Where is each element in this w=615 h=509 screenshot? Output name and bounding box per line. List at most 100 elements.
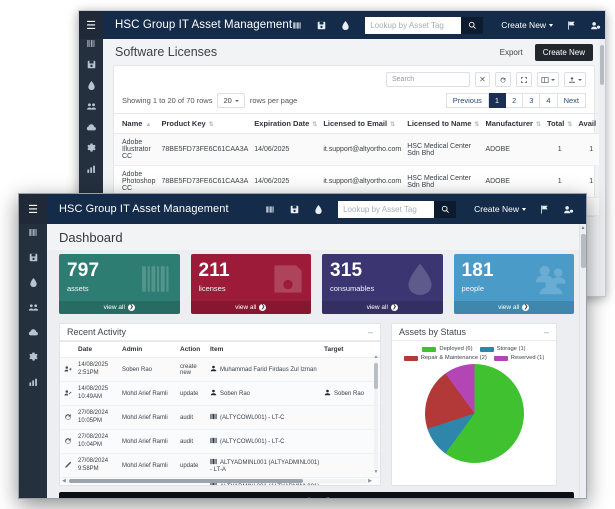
list-item[interactable]: 14/08/2025 10:49AM Mohd Arief Ramli updat… bbox=[60, 381, 380, 406]
navbar-icon-group bbox=[265, 204, 324, 215]
view-all-link[interactable]: view all ❯ bbox=[59, 301, 180, 314]
sidebar-item-import[interactable] bbox=[84, 120, 98, 134]
assets-nav-icon[interactable] bbox=[292, 20, 303, 31]
rows-per-page-select[interactable]: 20 bbox=[217, 93, 245, 108]
list-item[interactable]: 27/08/2024 10:04PM Mohd Arief Ramli audit… bbox=[60, 429, 380, 454]
activity-horizontal-scrollbar[interactable]: ◀ ▶ bbox=[62, 478, 372, 484]
audit-icon bbox=[60, 429, 76, 454]
pagination-previous[interactable]: Previous bbox=[445, 93, 489, 108]
sidebar-item-reports[interactable] bbox=[26, 375, 40, 389]
activity-vertical-scrollbar[interactable]: ▲ ▼ bbox=[373, 355, 379, 475]
search-submit-button[interactable] bbox=[461, 16, 484, 34]
consumables-nav-icon[interactable] bbox=[313, 204, 324, 215]
minimize-icon[interactable]: – bbox=[543, 326, 549, 337]
scroll-up-icon[interactable]: ▲ bbox=[373, 354, 379, 360]
scrollbar-thumb[interactable] bbox=[600, 45, 604, 85]
assets-by-status-pie-chart[interactable] bbox=[424, 364, 524, 463]
search-input[interactable] bbox=[365, 16, 462, 34]
menu-toggle-button[interactable]: ☰ bbox=[19, 194, 47, 224]
sidebar-item-settings[interactable] bbox=[26, 350, 40, 364]
sidebar-item-assets[interactable] bbox=[26, 225, 40, 239]
view-all-link[interactable]: view all ❯ bbox=[322, 301, 443, 314]
table-row[interactable]: Adobe Illustrator CC 78BE5FD73FE6C61CAA3… bbox=[114, 133, 605, 166]
table-header-row: Name ▲ Product Key ⇅ Expiration Date ⇅ Lice… bbox=[114, 113, 605, 134]
sidebar-item-reports[interactable] bbox=[84, 162, 98, 176]
flag-icon[interactable] bbox=[539, 204, 550, 215]
scrollbar-track[interactable] bbox=[374, 361, 378, 469]
columns-button[interactable] bbox=[537, 72, 559, 87]
list-item[interactable]: 27/08/2024 9:58PM Mohd Arief Ramli update… bbox=[60, 453, 380, 478]
scroll-down-icon[interactable]: ▼ bbox=[373, 469, 379, 475]
back-window-scrollbar[interactable] bbox=[599, 39, 605, 296]
export-menu-button[interactable] bbox=[564, 72, 586, 87]
col-name[interactable]: Name ▲ bbox=[114, 113, 159, 134]
pagination-page-2[interactable]: 2 bbox=[506, 93, 524, 108]
consumables-nav-icon[interactable] bbox=[340, 20, 351, 31]
legend-item-deployed[interactable]: Deployed (6) bbox=[422, 346, 473, 352]
dashboard-window-scrollbar[interactable]: ▲ bbox=[579, 224, 586, 498]
stat-card-consumables[interactable]: 315 consumables view all ❯ bbox=[322, 254, 443, 314]
sidebar-item-licenses[interactable] bbox=[26, 250, 40, 264]
front-sidebar-rail[interactable] bbox=[19, 194, 47, 498]
search-submit-button[interactable] bbox=[434, 200, 457, 218]
licenses-nav-icon[interactable] bbox=[316, 20, 327, 31]
user-settings-icon[interactable] bbox=[563, 204, 574, 215]
sidebar-item-assets[interactable] bbox=[84, 36, 98, 50]
list-item[interactable]: 14/08/2025 2:51PM Soben Rao create new Mu… bbox=[60, 357, 380, 382]
refresh-button[interactable] bbox=[495, 72, 511, 87]
legend-item-reserved[interactable]: Reserved (1) bbox=[493, 355, 544, 361]
sidebar-item-settings[interactable] bbox=[84, 141, 98, 155]
sidebar-item-people[interactable] bbox=[26, 300, 40, 314]
sidebar-item-people[interactable] bbox=[84, 99, 98, 113]
scroll-left-icon[interactable]: ◀ bbox=[62, 477, 66, 484]
table-search-input[interactable]: Search bbox=[386, 72, 470, 87]
stat-card-licenses[interactable]: 211 licenses view all ❯ bbox=[190, 254, 311, 314]
asset-tag-search[interactable] bbox=[365, 16, 484, 34]
scrollbar-track[interactable] bbox=[66, 479, 368, 483]
licenses-nav-icon[interactable] bbox=[289, 204, 300, 215]
list-item[interactable]: 27/08/2024 10:05PM Mohd Arief Ramli audit… bbox=[60, 405, 380, 430]
create-new-menu[interactable]: Create New bbox=[474, 204, 526, 214]
create-new-button[interactable]: Create New bbox=[534, 43, 593, 61]
pagination-page-3[interactable]: 3 bbox=[523, 93, 541, 108]
flag-icon[interactable] bbox=[566, 20, 577, 31]
col-total[interactable]: Total ⇅ bbox=[544, 113, 576, 134]
pagination-page-1[interactable]: 1 bbox=[488, 93, 507, 108]
col-manufacturer[interactable]: Manufacturer ⇅ bbox=[482, 113, 544, 134]
scrollbar-thumb[interactable] bbox=[581, 234, 586, 268]
sidebar-item-import[interactable] bbox=[26, 325, 40, 339]
scroll-right-icon[interactable]: ▶ bbox=[368, 477, 372, 484]
save-disk-icon bbox=[271, 262, 305, 301]
fullscreen-button[interactable] bbox=[516, 72, 532, 87]
scrollbar-thumb[interactable] bbox=[68, 479, 304, 483]
clear-search-button[interactable]: ✕ bbox=[475, 72, 490, 87]
export-button[interactable]: Export bbox=[491, 43, 531, 61]
create-new-menu[interactable]: Create New bbox=[501, 20, 554, 30]
legend-item-storage[interactable]: Storage (1) bbox=[479, 346, 526, 352]
col-licensed-to-email[interactable]: Licensed to Email ⇅ bbox=[320, 113, 405, 134]
asset-tag-search[interactable] bbox=[338, 200, 457, 218]
sidebar-item-consumables[interactable] bbox=[26, 275, 40, 289]
legend-item-repair-maintenance[interactable]: Repair & Maintenance (2) bbox=[403, 355, 487, 361]
search-input[interactable] bbox=[338, 200, 435, 218]
view-all-link[interactable]: view all ❯ bbox=[190, 301, 311, 314]
pagination[interactable]: Previous 1 2 3 4 Next bbox=[445, 93, 586, 108]
assets-nav-icon[interactable] bbox=[265, 204, 276, 215]
stat-card-people[interactable]: 181 people view all ❯ bbox=[453, 254, 574, 314]
sidebar-item-consumables[interactable] bbox=[84, 78, 98, 92]
view-all-button[interactable]: View All bbox=[59, 492, 574, 498]
pagination-page-4[interactable]: 4 bbox=[540, 93, 558, 108]
scrollbar-thumb[interactable] bbox=[374, 363, 378, 389]
dashboard-window[interactable]: ☰ HSC Group IT Asset Management bbox=[18, 193, 587, 499]
menu-toggle-button[interactable]: ☰ bbox=[79, 11, 103, 39]
col-product-key[interactable]: Product Key ⇅ bbox=[158, 113, 252, 134]
minimize-icon[interactable]: – bbox=[367, 326, 373, 337]
user-settings-icon[interactable] bbox=[590, 20, 601, 31]
pagination-next[interactable]: Next bbox=[557, 93, 586, 108]
sidebar-item-licenses[interactable] bbox=[84, 57, 98, 71]
stat-card-assets[interactable]: 797 assets view all ❯ bbox=[59, 254, 180, 314]
view-all-link[interactable]: view all ❯ bbox=[453, 301, 574, 314]
scroll-up-icon[interactable]: ▲ bbox=[580, 225, 586, 231]
col-expiration-date[interactable]: Expiration Date ⇅ bbox=[251, 113, 321, 134]
col-licensed-to-name[interactable]: Licensed to Name ⇅ bbox=[404, 113, 483, 134]
